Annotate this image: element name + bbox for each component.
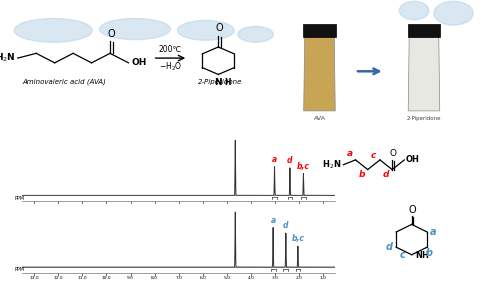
Text: d: d <box>283 221 288 230</box>
Text: O: O <box>409 205 416 214</box>
Text: c: c <box>400 250 406 260</box>
Text: a: a <box>430 227 437 237</box>
Text: b: b <box>425 248 432 258</box>
Text: AVA: AVA <box>314 116 325 121</box>
Text: a: a <box>271 216 276 225</box>
Ellipse shape <box>238 26 273 42</box>
Bar <box>303 24 336 37</box>
Text: b,c: b,c <box>297 162 310 170</box>
Text: b,c: b,c <box>291 234 304 243</box>
Text: d: d <box>386 242 392 252</box>
Ellipse shape <box>399 1 429 20</box>
Bar <box>408 24 440 37</box>
Text: N: N <box>214 78 222 88</box>
Text: a: a <box>272 155 277 164</box>
Polygon shape <box>408 37 440 111</box>
Text: 200℃: 200℃ <box>159 45 182 54</box>
Text: $-$H$_2$O: $-$H$_2$O <box>159 60 182 73</box>
Text: Aminovaleric acid (AVA): Aminovaleric acid (AVA) <box>22 79 106 85</box>
Text: H$_2$N: H$_2$N <box>322 158 342 171</box>
Text: O: O <box>389 149 396 158</box>
Text: PPM: PPM <box>15 267 25 272</box>
Text: OH: OH <box>131 58 147 67</box>
Text: O: O <box>216 23 223 33</box>
Ellipse shape <box>177 20 234 40</box>
Text: H$_2$N: H$_2$N <box>0 52 16 64</box>
Text: OH: OH <box>406 156 420 164</box>
Polygon shape <box>304 37 335 111</box>
Text: NH: NH <box>415 251 429 260</box>
Text: c: c <box>371 152 377 160</box>
Ellipse shape <box>14 18 92 42</box>
Text: d: d <box>287 156 293 165</box>
Text: H: H <box>225 78 231 88</box>
Text: 2-Piperidone: 2-Piperidone <box>407 116 441 121</box>
Ellipse shape <box>100 18 171 40</box>
Text: PPM: PPM <box>15 196 25 201</box>
Text: a: a <box>347 149 352 158</box>
Text: 2-Piperidone: 2-Piperidone <box>198 79 242 85</box>
Text: d: d <box>383 170 389 179</box>
Ellipse shape <box>434 1 473 25</box>
Text: b: b <box>358 170 365 179</box>
Text: O: O <box>107 29 115 39</box>
